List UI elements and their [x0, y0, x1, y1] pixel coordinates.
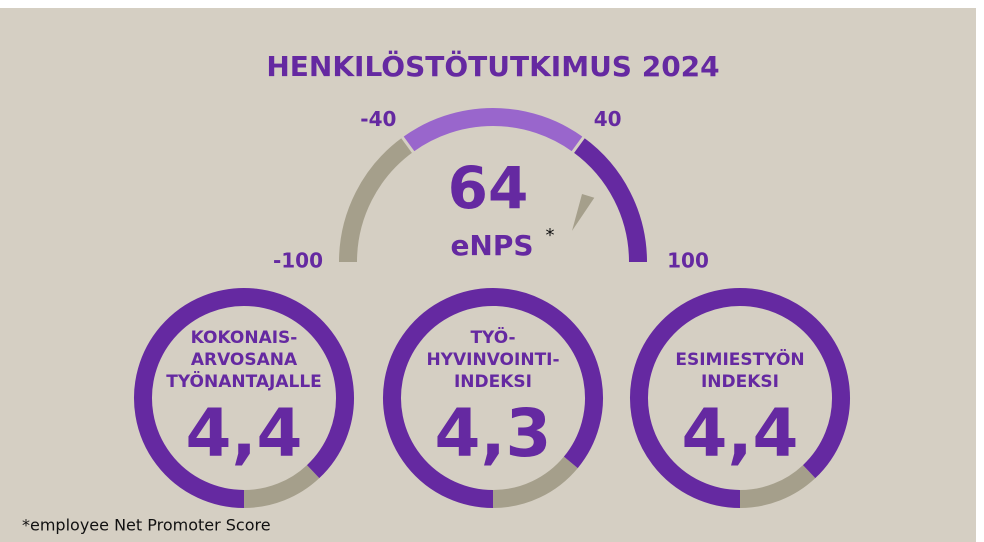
ring-arc [383, 288, 603, 508]
ring-value: 4,3 [435, 395, 552, 472]
ring-track [492, 456, 578, 508]
gauge-label-mark: * [546, 225, 555, 246]
ring-arc [134, 288, 354, 508]
gauge-value: 64 [448, 154, 529, 222]
ring-value: 4,4 [682, 395, 799, 472]
ring-label: ARVOSANA [191, 350, 298, 370]
gauge-tick-label: 40 [594, 107, 622, 131]
gauge-divider [400, 135, 415, 154]
title: HENKILÖSTÖTUTKIMUS 2024 [266, 49, 719, 83]
ring-label: ESIMIESTYÖN [675, 348, 804, 370]
footnote: *employee Net Promoter Score [22, 516, 271, 535]
gauge-band [402, 108, 584, 153]
ring-label: INDEKSI [454, 372, 532, 392]
gauge-divider [571, 135, 586, 154]
gauge-band [572, 137, 647, 263]
ring-label: HYVINVOINTI- [426, 350, 559, 370]
gauge-label: eNPS [450, 229, 533, 262]
ring-label: TYÖNANTAJALLE [166, 370, 322, 392]
gauge-tick-label: -100 [273, 249, 323, 273]
ring-label: TYÖ- [470, 326, 515, 348]
gauge-pointer [572, 194, 595, 231]
gauge-tick-label: -40 [360, 107, 396, 131]
gauge-band [339, 137, 414, 263]
ring-label: KOKONAIS- [191, 328, 298, 348]
ring-arc [630, 288, 850, 508]
ring-track [739, 464, 816, 508]
ring-value: 4,4 [186, 395, 303, 472]
gauge-tick-label: 100 [667, 249, 709, 273]
ring-label: INDEKSI [701, 372, 779, 392]
ring-track [243, 464, 320, 508]
